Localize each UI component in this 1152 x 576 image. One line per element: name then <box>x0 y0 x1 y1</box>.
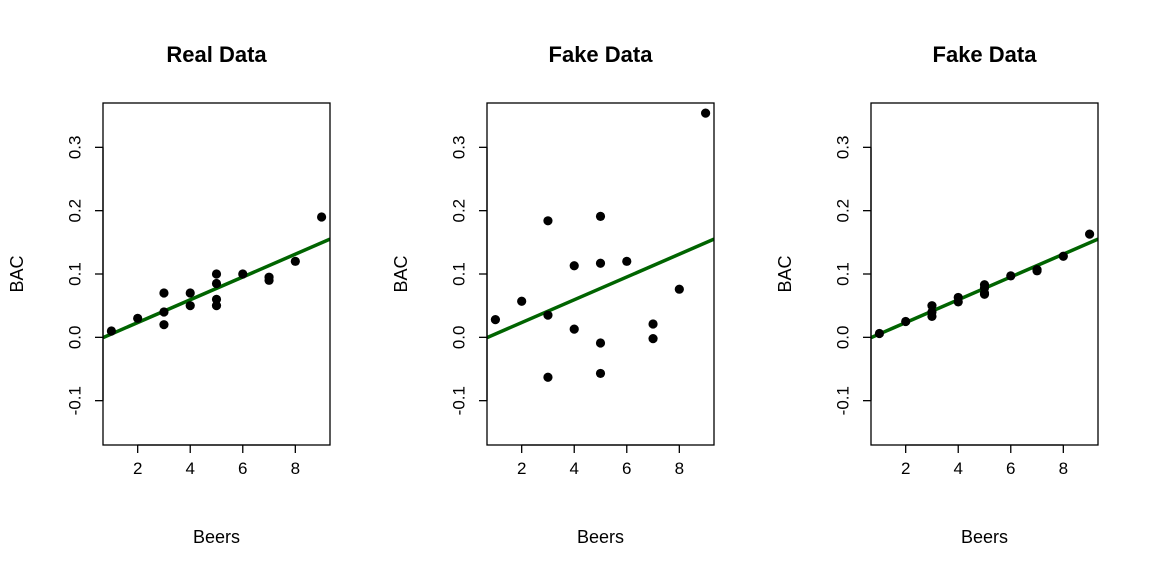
x-tick-label: 6 <box>622 459 631 478</box>
data-point <box>700 108 711 118</box>
y-tick-label: 0.3 <box>66 136 85 160</box>
x-tick-label: 8 <box>1059 459 1068 478</box>
x-axis-label: Beers <box>577 527 624 547</box>
data-point <box>211 294 222 304</box>
data-point <box>185 301 195 311</box>
data-point <box>648 334 658 344</box>
data-point <box>953 297 963 307</box>
y-tick-label: 0.3 <box>834 136 853 160</box>
data-point <box>1006 271 1016 281</box>
data-point <box>159 288 169 298</box>
panel-1: Real Data 2 4 6 8 -0.1 0.0 0.1 0.2 0.3 Beers BAC <box>7 42 331 547</box>
panel-3: Fake Data 2 4 6 8 -0.1 0.0 0.1 0.2 0.3 Beers BAC <box>775 42 1099 547</box>
y-tick-label: -0.1 <box>834 386 853 415</box>
data-point <box>1084 229 1095 239</box>
y-tick-label: 0.0 <box>450 326 469 350</box>
y-tick-label: 0.2 <box>450 199 469 223</box>
y-tick-label: 0.3 <box>450 136 469 160</box>
data-point <box>211 269 222 279</box>
plot-frame <box>486 102 715 446</box>
chart-title: Fake Data <box>549 42 654 67</box>
x-tick-label: 8 <box>291 459 300 478</box>
data-point <box>901 316 911 327</box>
data-point <box>211 278 222 289</box>
x-tick-label: 2 <box>901 459 910 478</box>
data-point <box>648 319 658 329</box>
y-tick-label: 0.1 <box>834 262 853 286</box>
y-axis: -0.1 0.0 0.1 0.2 0.3 <box>66 136 104 415</box>
data-point <box>595 368 606 379</box>
data-point <box>674 284 684 294</box>
data-point <box>927 301 937 311</box>
y-tick-label: 0.0 <box>834 326 853 350</box>
x-tick-label: 6 <box>238 459 247 478</box>
y-axis: -0.1 0.0 0.1 0.2 0.3 <box>450 136 488 415</box>
chart-title: Fake Data <box>933 42 1038 67</box>
data-point <box>569 261 579 271</box>
data-point <box>264 275 274 285</box>
y-axis: -0.1 0.0 0.1 0.2 0.3 <box>834 136 872 415</box>
data-point <box>238 269 248 279</box>
data-point <box>595 211 606 221</box>
data-point <box>316 212 327 222</box>
y-tick-label: 0.0 <box>66 326 85 350</box>
panel-2: Fake Data 2 4 6 8 -0.1 0.0 0.1 0.2 0.3 Beers BAC <box>391 42 715 547</box>
data-point <box>517 296 527 306</box>
data-point <box>595 258 606 268</box>
data-point <box>543 372 553 382</box>
y-tick-label: -0.1 <box>66 386 85 415</box>
data-point <box>159 307 169 317</box>
data-point <box>290 256 300 266</box>
x-tick-label: 6 <box>1006 459 1015 478</box>
y-axis-label: BAC <box>391 255 411 292</box>
y-tick-label: 0.1 <box>450 262 469 286</box>
data-point <box>211 301 222 311</box>
data-point <box>1032 266 1042 276</box>
data-point <box>106 326 117 336</box>
x-axis-label: Beers <box>961 527 1008 547</box>
data-point <box>133 313 143 323</box>
x-tick-label: 8 <box>675 459 684 478</box>
y-tick-label: -0.1 <box>450 386 469 415</box>
y-axis-label: BAC <box>775 255 795 292</box>
data-point <box>927 311 937 322</box>
data-point <box>569 324 579 334</box>
data-point <box>159 320 169 330</box>
x-axis: 2 4 6 8 <box>517 444 684 478</box>
x-tick-label: 4 <box>185 459 194 478</box>
x-axis-label: Beers <box>193 527 240 547</box>
data-point <box>622 256 632 266</box>
x-axis: 2 4 6 8 <box>133 444 300 478</box>
y-tick-label: 0.2 <box>66 199 85 223</box>
data-point <box>979 289 990 299</box>
data-point <box>874 328 885 339</box>
data-point <box>490 315 501 325</box>
x-tick-label: 4 <box>569 459 578 478</box>
data-point <box>1058 251 1068 261</box>
y-tick-label: 0.2 <box>834 199 853 223</box>
x-tick-label: 2 <box>517 459 526 478</box>
regression-line <box>487 237 714 340</box>
data-point <box>543 216 553 226</box>
y-tick-label: 0.1 <box>66 262 85 286</box>
x-tick-label: 4 <box>953 459 962 478</box>
data-point <box>595 338 606 348</box>
x-tick-label: 2 <box>133 459 142 478</box>
data-point <box>543 310 553 320</box>
data-point <box>185 288 195 298</box>
chart-title: Real Data <box>166 42 267 67</box>
plot-frame <box>870 102 1099 446</box>
y-axis-label: BAC <box>7 255 27 292</box>
x-axis: 2 4 6 8 <box>901 444 1068 478</box>
